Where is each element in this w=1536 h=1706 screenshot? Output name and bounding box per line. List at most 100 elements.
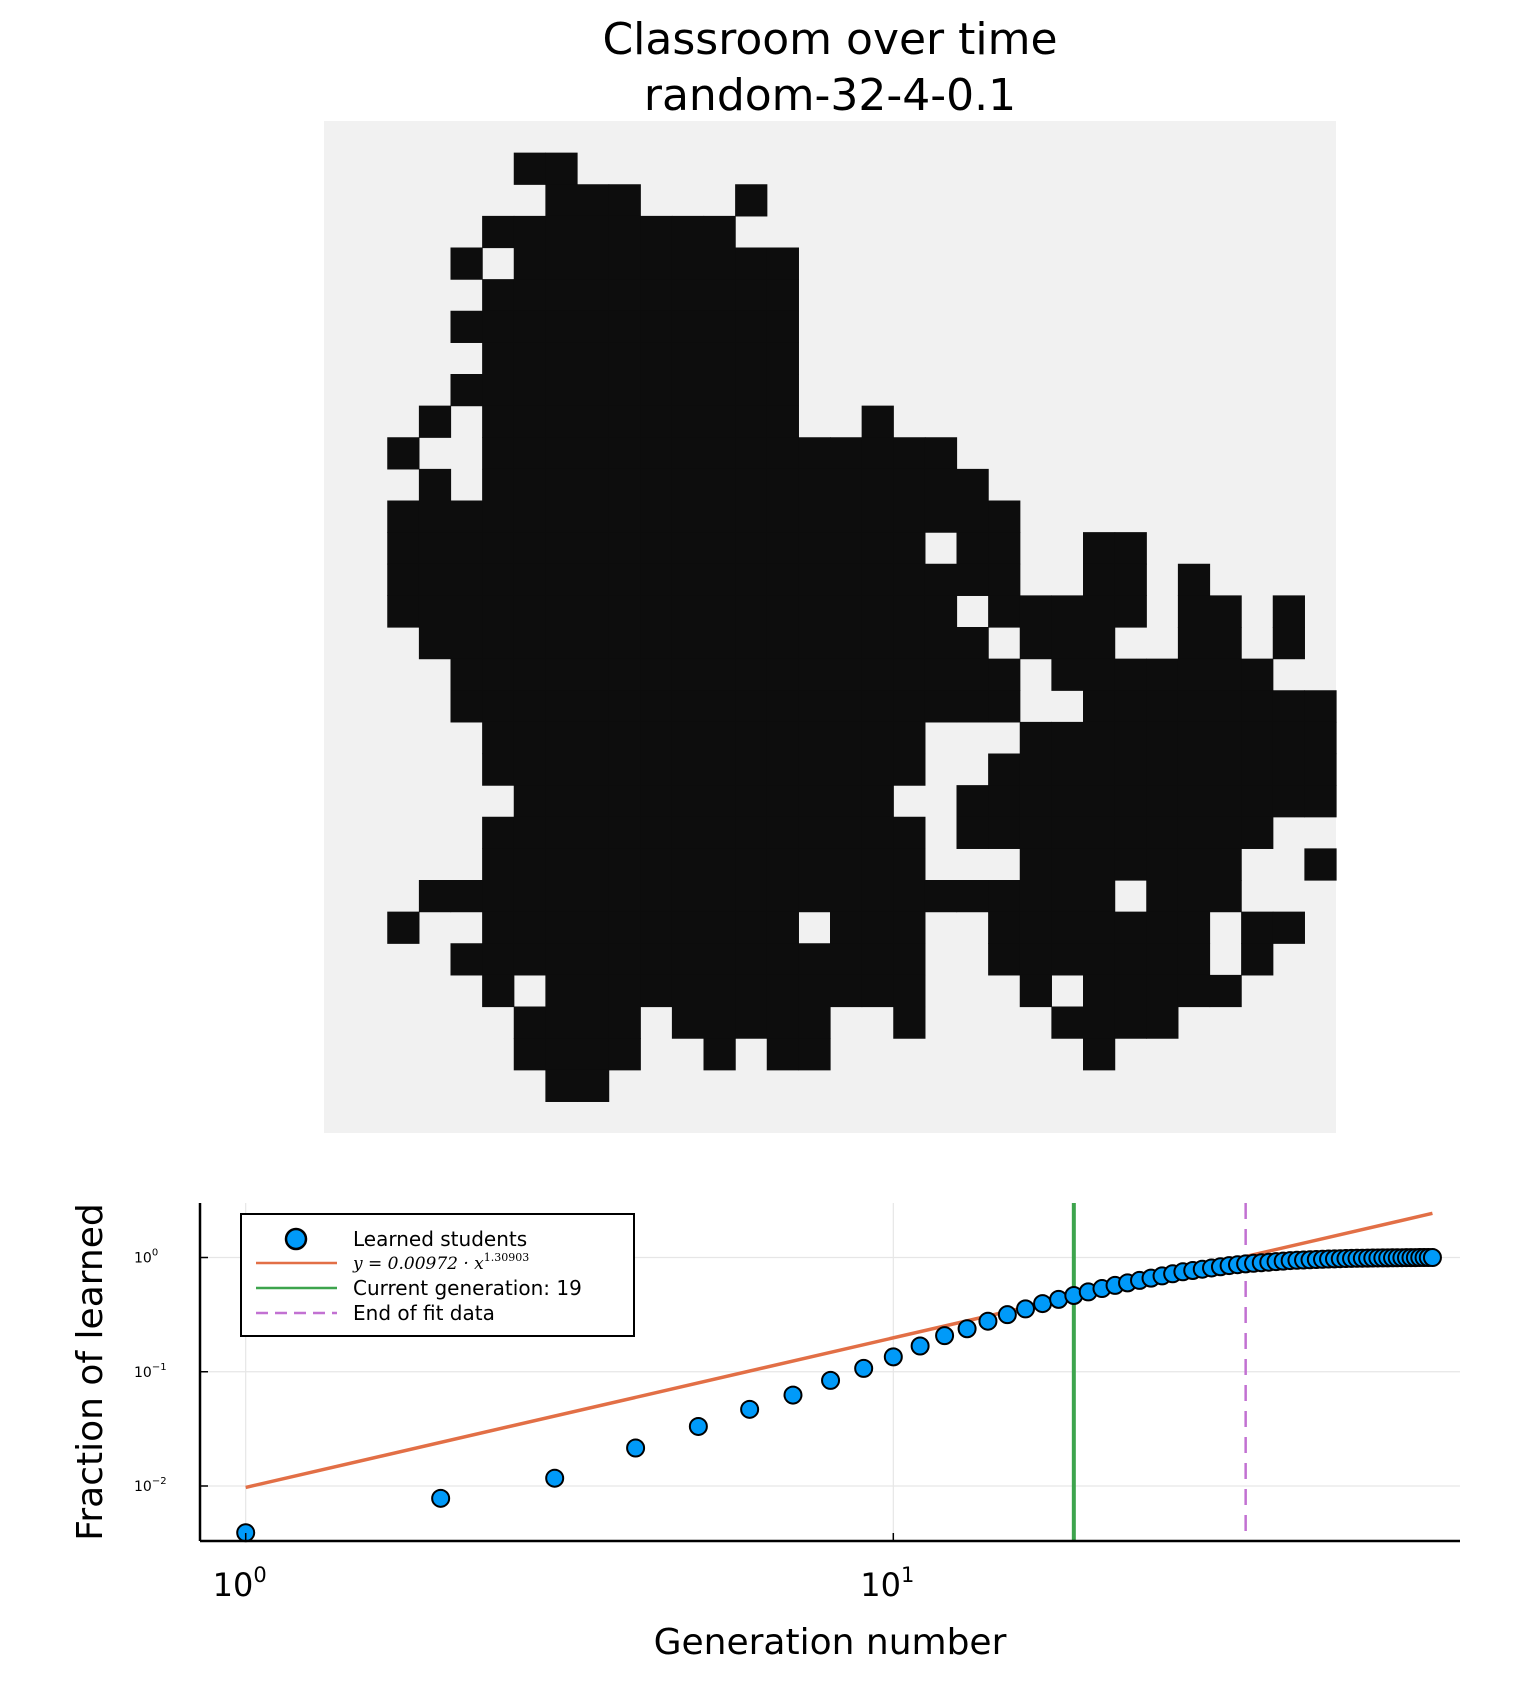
grid-cell	[956, 690, 989, 723]
grid-cell	[1177, 563, 1211, 596]
grid-cell	[1209, 627, 1242, 660]
grid-cell	[735, 279, 768, 312]
grid-cell	[671, 690, 705, 723]
grid-cell	[1019, 753, 1052, 786]
grid-cell	[418, 563, 452, 596]
grid-cell	[798, 563, 831, 596]
grid-cell	[513, 658, 546, 691]
data-point	[978, 1311, 998, 1331]
grid-cell	[703, 279, 736, 312]
grid-cell	[861, 848, 894, 881]
grid-cell	[513, 437, 546, 470]
grid-cell	[577, 721, 610, 755]
grid-cell	[545, 374, 578, 407]
grid-cell	[1019, 785, 1052, 818]
grid-cell	[577, 974, 610, 1008]
grid-cell	[798, 943, 831, 976]
grid-cell	[418, 627, 452, 660]
grid-cell	[1209, 658, 1242, 691]
grid-cell	[671, 943, 705, 976]
grid-cell	[1114, 1006, 1147, 1039]
data-point	[1422, 1248, 1442, 1268]
grid-cell	[1241, 943, 1274, 976]
grid-cell	[577, 848, 610, 881]
y-tick-exponent: −1	[152, 1362, 167, 1373]
grid-cell	[545, 152, 578, 185]
grid-cell	[1146, 658, 1179, 691]
grid-cell	[577, 911, 610, 944]
grid-cell	[861, 437, 894, 470]
x-tick-layer: 100 101	[213, 1533, 914, 1604]
grid-cell	[387, 500, 420, 533]
grid-cell	[735, 532, 768, 565]
grid-cell	[766, 310, 799, 343]
grid-cell	[766, 374, 799, 407]
grid-cell	[545, 1006, 578, 1039]
grid-cell	[861, 943, 894, 976]
grid-cell	[988, 658, 1021, 691]
y-tick-label: 100	[134, 1248, 158, 1267]
grid-cell	[608, 500, 641, 533]
grid-cell	[545, 500, 578, 533]
grid-cell	[608, 848, 641, 881]
grid-cell	[1019, 848, 1052, 881]
grid-cell	[1241, 816, 1274, 849]
grid-cell	[671, 721, 705, 755]
grid-cell	[671, 595, 705, 628]
grid-cell	[450, 627, 483, 660]
x-tick-exponent: 0	[253, 1563, 266, 1587]
grid-cell	[513, 532, 546, 565]
grid-cell	[1209, 880, 1242, 913]
grid-cell	[513, 500, 546, 533]
grid-cell	[735, 658, 768, 691]
grid-cell	[956, 563, 989, 596]
grid-cell	[1177, 658, 1211, 691]
grid-cell	[608, 279, 641, 312]
data-point	[997, 1305, 1017, 1325]
grid-cell	[608, 627, 641, 660]
grid-cell	[830, 437, 863, 470]
grid-cell	[513, 785, 546, 818]
grid-cell	[861, 563, 894, 596]
grid-cell	[1051, 595, 1084, 628]
grid-cell	[893, 974, 926, 1008]
grid-cell	[545, 1069, 578, 1102]
grid-cell	[766, 437, 799, 470]
grid-cell	[861, 595, 894, 628]
grid-cell	[735, 563, 768, 596]
grid-cell	[703, 405, 736, 438]
grid-cell	[450, 500, 483, 533]
grid-cell	[577, 595, 610, 628]
grid-cell	[577, 532, 610, 565]
grid-cell	[513, 595, 546, 628]
grid-cell	[893, 563, 926, 596]
grid-cell	[608, 595, 641, 628]
grid-cell	[924, 563, 958, 596]
data-point	[883, 1347, 903, 1367]
grid-cell	[545, 279, 578, 312]
grid-cell	[766, 753, 799, 786]
grid-cell	[861, 911, 894, 944]
grid-cell	[1083, 816, 1116, 849]
grid-cell	[766, 721, 799, 755]
grid-cell	[1177, 880, 1211, 913]
grid-cell	[1209, 848, 1242, 881]
grid-cell	[608, 753, 641, 786]
grid-cell	[640, 943, 673, 976]
grid-cell	[735, 627, 768, 660]
grid-cell	[893, 1006, 926, 1039]
grid-cell	[861, 721, 894, 755]
grid-cell	[924, 627, 958, 660]
grid-cell	[735, 500, 768, 533]
grid-cell	[1051, 753, 1084, 786]
grid-cell	[1114, 974, 1147, 1008]
grid-cell	[766, 563, 799, 596]
grid-cell	[735, 1006, 768, 1039]
grid-cell	[1177, 785, 1211, 818]
grid-cell	[640, 532, 673, 565]
grid-cell	[450, 690, 483, 723]
grid-cell	[703, 310, 736, 343]
title-line-2: random-32-4-0.1	[644, 70, 1016, 121]
grid-cell	[924, 500, 958, 533]
